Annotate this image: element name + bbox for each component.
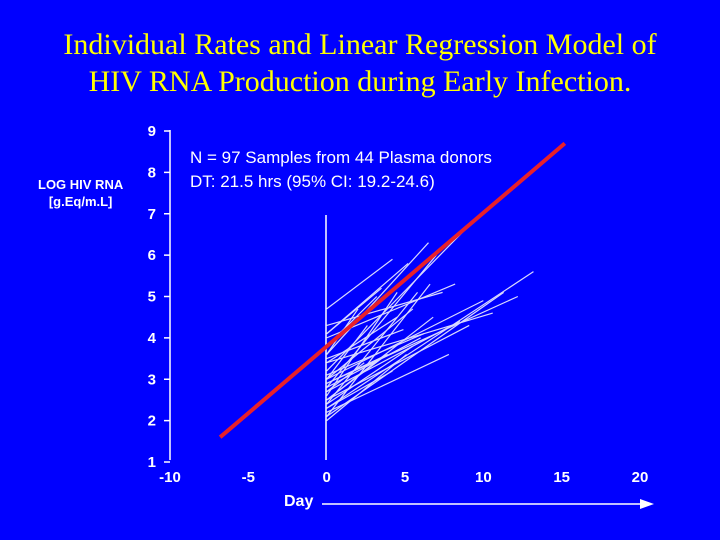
y-tick-label: 9 bbox=[148, 123, 156, 140]
y-axis-label: LOG HIV RNA [g.Eq/m.L] bbox=[38, 176, 123, 210]
slide-title: Individual Rates and Linear Regression M… bbox=[0, 26, 720, 100]
x-axis-arrow-head bbox=[640, 499, 654, 509]
x-tick-label: 5 bbox=[401, 469, 409, 486]
x-ticks-group: -10 -5 0 5 10 15 20 bbox=[159, 469, 648, 486]
y-ticks-group: 9 8 7 6 5 4 3 2 1 bbox=[148, 123, 170, 471]
y-axis-label-line-1: LOG HIV RNA bbox=[38, 177, 124, 192]
sample-line bbox=[326, 353, 389, 384]
sample-line bbox=[326, 358, 382, 401]
y-tick-label: 2 bbox=[148, 413, 156, 430]
annotation-samples: N = 97 Samples from 44 Plasma donors bbox=[190, 148, 492, 167]
sample-line bbox=[326, 362, 365, 393]
x-tick-label: 15 bbox=[553, 469, 570, 486]
annotation-doubling-time: DT: 21.5 hrs (95% CI: 19.2-24.6) bbox=[190, 172, 435, 191]
y-tick-label: 3 bbox=[148, 371, 156, 388]
sample-line bbox=[326, 320, 461, 393]
y-tick-label: 6 bbox=[148, 247, 156, 264]
regression-line bbox=[218, 141, 567, 439]
sample-lines-group bbox=[326, 221, 534, 422]
y-tick-label: 1 bbox=[148, 454, 156, 471]
y-tick-label: 7 bbox=[148, 206, 156, 223]
sample-line bbox=[326, 353, 450, 413]
sample-line bbox=[326, 312, 493, 364]
x-axis-arrow bbox=[322, 499, 654, 509]
x-axis-label: Day bbox=[284, 493, 313, 510]
sample-line bbox=[326, 316, 398, 364]
sample-line bbox=[326, 325, 368, 380]
title-line-1: Individual Rates and Linear Regression M… bbox=[63, 28, 657, 61]
sample-line bbox=[326, 287, 382, 335]
sample-line bbox=[326, 291, 418, 405]
sample-line bbox=[326, 329, 404, 360]
x-tick-label: 0 bbox=[322, 469, 330, 486]
sample-line bbox=[326, 242, 429, 355]
sample-line bbox=[326, 300, 484, 380]
axes-group bbox=[169, 130, 327, 460]
sample-line bbox=[326, 345, 414, 405]
sample-line bbox=[326, 333, 425, 376]
x-tick-label: -5 bbox=[242, 469, 255, 486]
sample-line bbox=[326, 292, 398, 397]
sample-line bbox=[326, 258, 393, 310]
sample-line bbox=[326, 283, 431, 417]
title-line-2: HIV RNA Production during Early Infectio… bbox=[88, 65, 632, 98]
sample-line bbox=[326, 271, 534, 409]
sample-line bbox=[326, 324, 470, 401]
y-tick-label: 8 bbox=[148, 164, 156, 181]
y-tick-label: 4 bbox=[148, 330, 157, 347]
x-tick-label: -10 bbox=[159, 469, 181, 486]
y-tick-label: 5 bbox=[148, 289, 156, 306]
sample-line bbox=[326, 221, 473, 372]
sample-line bbox=[326, 308, 414, 380]
y-axis-label-line-2: [g.Eq/m.L] bbox=[48, 194, 113, 209]
sample-line bbox=[326, 370, 393, 409]
x-tick-label: 10 bbox=[475, 469, 492, 486]
x-tick-label: 20 bbox=[632, 469, 649, 486]
